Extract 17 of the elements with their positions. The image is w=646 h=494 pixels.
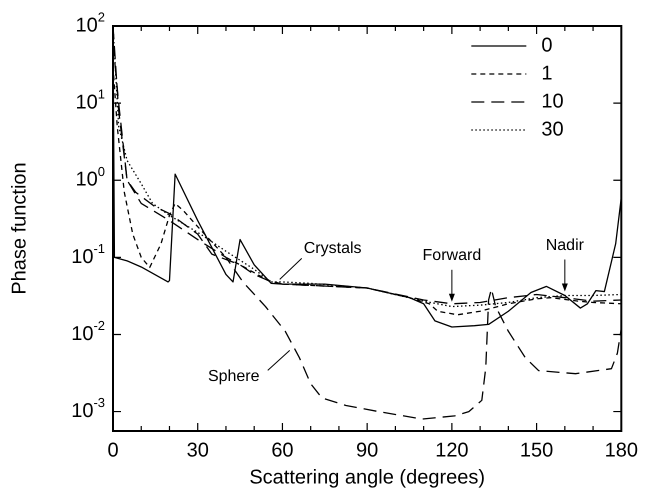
x-tick-label: 120 [435, 440, 469, 462]
legend-label: 1 [541, 62, 552, 85]
annotation: Crystals [304, 240, 362, 257]
legend-label: 30 [541, 118, 564, 141]
x-tick-label: 60 [271, 440, 294, 462]
annotation: Sphere [208, 368, 260, 385]
x-tick-label: 0 [107, 440, 119, 462]
x-tick-label: 180 [604, 440, 638, 462]
x-tick-label: 30 [186, 440, 209, 462]
annotation: Nadir [546, 236, 585, 254]
annotation: Forward [422, 247, 482, 264]
x-tick-label: 90 [356, 440, 378, 462]
y-axis-title: Phase function [8, 162, 31, 295]
legend-label: 0 [541, 34, 552, 57]
legend-label: 10 [541, 90, 564, 113]
x-axis-title: Scattering angle (degrees) [249, 466, 486, 489]
x-tick-label: 150 [520, 440, 554, 462]
